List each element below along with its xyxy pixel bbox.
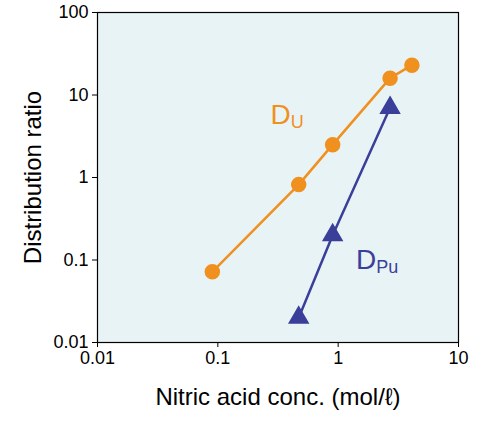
svg-text:1: 1 (78, 167, 88, 187)
svg-text:0.1: 0.1 (63, 250, 88, 270)
svg-text:0.1: 0.1 (205, 348, 230, 368)
svg-text:100: 100 (58, 2, 88, 22)
svg-text:DU: DU (271, 100, 304, 133)
svg-text:DPu: DPu (356, 244, 398, 277)
svg-text:10: 10 (68, 85, 88, 105)
svg-text:Nitric acid conc. (mol/ℓ): Nitric acid conc. (mol/ℓ) (155, 383, 400, 410)
svg-text:0.01: 0.01 (80, 348, 115, 368)
svg-text:10: 10 (448, 348, 468, 368)
svg-text:1: 1 (333, 348, 343, 368)
svg-text:Distribution ratio: Distribution ratio (19, 91, 46, 264)
svg-text:0.01: 0.01 (53, 332, 89, 353)
